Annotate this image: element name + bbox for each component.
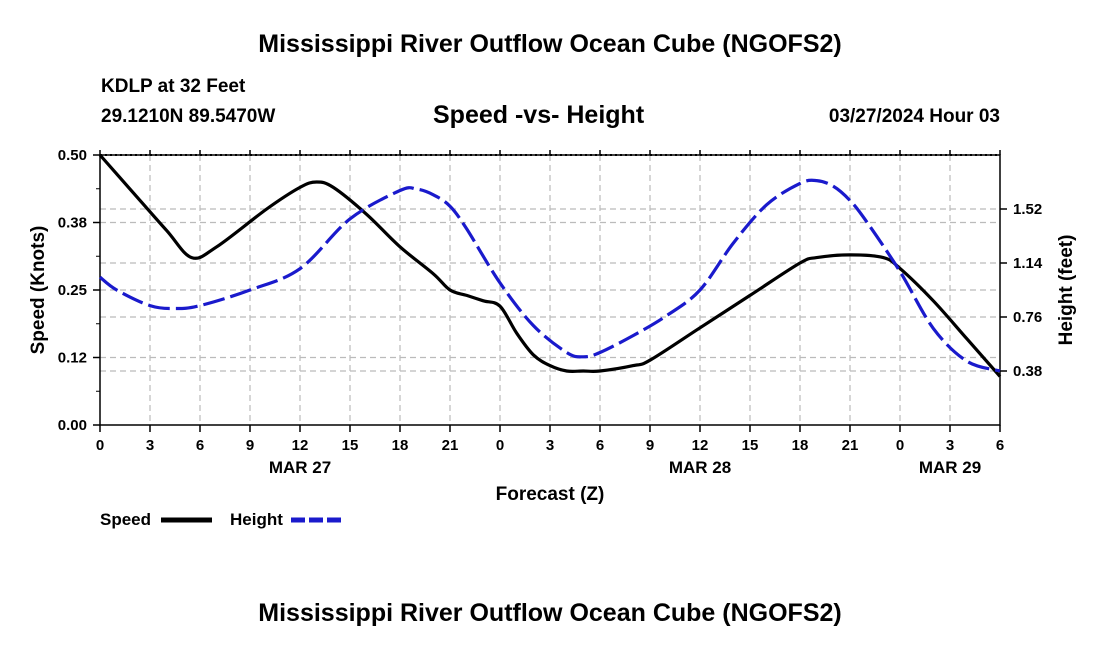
y-left-tick-label: 0.00 (58, 417, 87, 434)
x-tick-label: 9 (246, 437, 254, 454)
x-tick-label: 21 (442, 437, 459, 454)
footer-title: Mississippi River Outflow Ocean Cube (NG… (258, 599, 842, 627)
x-tick-label: 15 (342, 437, 359, 454)
x-tick-label: 3 (546, 437, 554, 454)
y-right-tick-label: 0.76 (1013, 309, 1042, 326)
page-title: Mississippi River Outflow Ocean Cube (NG… (258, 30, 842, 58)
x-tick-label: 6 (196, 437, 204, 454)
forecast-datetime: 03/27/2024 Hour 03 (828, 106, 1000, 127)
x-tick-label: 3 (146, 437, 154, 454)
y-right-tick-label: 1.14 (1013, 255, 1043, 272)
x-tick-label: 0 (496, 437, 504, 454)
x-tick-label: 21 (842, 437, 859, 454)
x-tick-label: 9 (646, 437, 654, 454)
chart-subtitle: Speed -vs- Height (433, 101, 645, 129)
y-left-tick-label: 0.25 (58, 282, 87, 299)
series-line-speed (98, 153, 1002, 378)
x-tick-label: 0 (96, 437, 104, 454)
x-tick-label: 12 (292, 437, 309, 454)
y-axis-left-label: Speed (Knots) (28, 226, 49, 355)
legend-speed-label: Speed (100, 510, 152, 529)
y-right-tick-label: 1.52 (1013, 201, 1042, 218)
station-label: KDLP at 32 Feet (101, 76, 246, 97)
date-label: MAR 27 (269, 458, 331, 477)
x-tick-label: 3 (946, 437, 954, 454)
y-axis-right-label: Height (feet) (1056, 235, 1077, 346)
y-right-tick-label: 0.38 (1013, 363, 1042, 380)
legend-height-label: Height (230, 510, 283, 529)
series-lines (98, 153, 1002, 378)
x-tick-label: 18 (392, 437, 409, 454)
date-label: MAR 29 (919, 458, 981, 477)
axis-ticks: 0 3 6 9 12 15 18 21 0 3 6 9 12 15 18 21 0 3 6 MAR 27 MAR 28 M… (58, 147, 1043, 477)
station-coordinates: 29.1210N 89.5470W (101, 106, 276, 127)
date-label: MAR 28 (669, 458, 731, 477)
y-left-tick-label: 0.12 (58, 350, 87, 367)
series-line-height (98, 178, 1001, 373)
x-tick-label: 12 (692, 437, 709, 454)
x-tick-label: 15 (742, 437, 759, 454)
y-left-tick-label: 0.50 (58, 147, 87, 164)
x-tick-label: 0 (896, 437, 904, 454)
x-tick-label: 6 (996, 437, 1004, 454)
y-left-tick-label: 0.38 (58, 215, 87, 232)
x-tick-label: 18 (792, 437, 809, 454)
x-axis-label: Forecast (Z) (496, 484, 605, 505)
x-tick-label: 6 (596, 437, 604, 454)
grid-lines (100, 154, 1000, 425)
